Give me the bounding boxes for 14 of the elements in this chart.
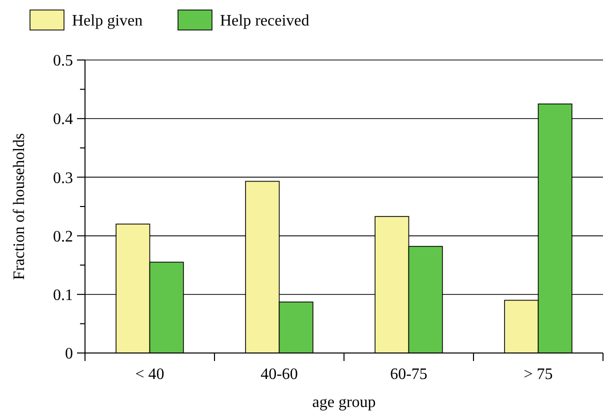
legend-label: Help received	[220, 12, 310, 30]
x-tick-label: 60-75	[390, 366, 428, 383]
y-tick-label: 0	[65, 346, 73, 363]
y-tick-label: 0.2	[53, 228, 73, 246]
y-tick-label: 0.4	[53, 111, 73, 128]
x-axis-title: age group	[312, 394, 376, 411]
x-tick-label: < 40	[135, 366, 164, 383]
y-tick-label: 0.3	[53, 170, 73, 187]
legend-label: Help given	[72, 12, 143, 30]
x-tick-label: 40-60	[260, 366, 298, 383]
x-tick-label: > 75	[524, 366, 553, 383]
y-tick-label: 0.5	[53, 52, 73, 70]
y-axis-title: Fraction of households	[11, 133, 28, 280]
y-tick-label: 0.1	[53, 287, 73, 304]
